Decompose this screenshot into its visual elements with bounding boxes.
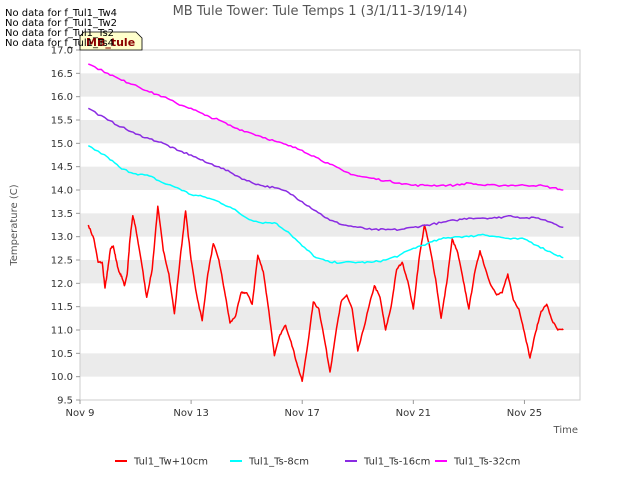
y-tick-label: 11.5	[51, 302, 73, 313]
legend-label: Tul1_Ts-32cm	[453, 457, 520, 468]
x-tick-label: Nov 17	[285, 408, 320, 419]
y-tick-label: 14.5	[51, 162, 73, 173]
x-tick-label: Nov 13	[173, 408, 208, 419]
y-tick-label: 13.0	[51, 232, 73, 243]
chart-title: MB Tule Tower: Tule Temps 1 (3/1/11-3/19…	[173, 4, 468, 19]
y-tick-label: 10.5	[51, 349, 73, 360]
plot-area	[79, 49, 581, 401]
no-data-message: No data for f_Tul1_Tw4	[5, 8, 117, 19]
y-tick-label: 15.0	[51, 139, 73, 150]
grid-band	[80, 166, 580, 190]
tooltip-label: MB_tule	[86, 36, 135, 49]
y-tick-label: 16.0	[51, 92, 73, 103]
series-lines	[87, 63, 564, 383]
grid-band	[80, 73, 580, 97]
legend-label: Tul1_Tw+10cm	[133, 457, 208, 468]
x-tick-label: Nov 25	[507, 408, 542, 419]
grid-band	[80, 260, 580, 284]
grid-bands	[80, 73, 580, 377]
no-data-message: No data for f_Tul1_Tw2	[5, 18, 117, 29]
x-axis: Nov 9 Nov 13 Nov 17 Nov 21 Nov 25	[65, 400, 542, 419]
series-line-0	[87, 205, 564, 383]
no-data-message: No data for f_Tul1_Ts2	[5, 28, 115, 39]
grid-band	[80, 120, 580, 144]
y-tick-label: 9.5	[57, 396, 73, 407]
y-tick-label: 12.0	[51, 279, 73, 290]
series-line-3	[88, 63, 564, 191]
x-tick-label: Nov 9	[65, 408, 94, 419]
no-data-message: No data for f_Tul1_Ts4	[5, 38, 115, 49]
y-axis: 9.5 10.0 10.5 11.0 11.5 12.0 12.5 13.0 13.5 14.0 1…	[51, 46, 80, 407]
grid-band	[80, 353, 580, 377]
grid-band	[80, 306, 580, 330]
series-line-2	[87, 107, 564, 232]
y-tick-label: 14.0	[51, 186, 73, 197]
x-axis-label: Time	[553, 425, 578, 436]
y-tick-label: 10.0	[51, 372, 73, 383]
y-tick-label: 15.5	[51, 116, 73, 127]
y-axis-label: Temperature (C)	[9, 184, 20, 266]
y-tick-label: 17.0	[51, 46, 73, 57]
x-tick-label: Nov 21	[396, 408, 431, 419]
series-line-1	[87, 145, 564, 264]
tooltip-box	[79, 31, 143, 51]
y-tick-label: 13.5	[51, 209, 73, 220]
legend: Tul1_Tw+10cm Tul1_Ts-8cm Tul1_Ts-16cm Tul1_…	[115, 457, 520, 468]
y-tick-label: 16.5	[51, 69, 73, 80]
y-tick-label: 12.5	[51, 256, 73, 267]
grid-band	[80, 213, 580, 237]
tooltip: MB_tule	[79, 31, 143, 51]
y-tick-label: 11.0	[51, 326, 73, 337]
legend-label: Tul1_Ts-16cm	[363, 457, 430, 468]
legend-label: Tul1_Ts-8cm	[248, 457, 309, 468]
